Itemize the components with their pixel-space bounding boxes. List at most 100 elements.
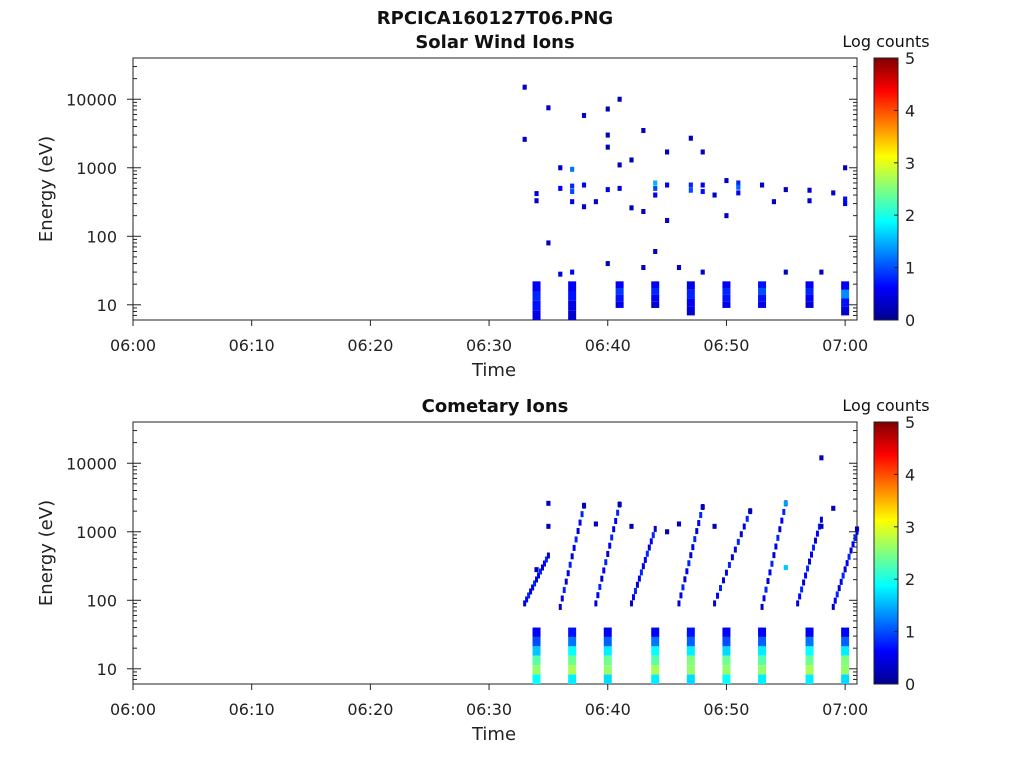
data-cell — [617, 96, 622, 102]
dispersion-cell — [651, 532, 655, 539]
dispersion-cell — [641, 563, 645, 570]
data-cell — [581, 503, 587, 509]
x-tick-label: 06:50 — [703, 336, 749, 355]
dispersion-cell — [560, 595, 564, 602]
burst-cell — [686, 636, 695, 647]
burst-cell — [758, 665, 767, 675]
dispersion-cell — [691, 544, 695, 551]
colorbar-tick-label: 5 — [905, 49, 915, 68]
data-cell — [688, 182, 693, 188]
x-tick-label: 06:10 — [229, 336, 275, 355]
data-cell — [700, 182, 705, 188]
burst-cell — [686, 627, 695, 637]
x-tick-label: 06:40 — [585, 700, 631, 719]
dispersion-cell — [697, 520, 701, 527]
x-tick-label: 06:40 — [585, 336, 631, 355]
dispersion-cell — [745, 515, 749, 522]
dispersion-cell — [837, 585, 841, 592]
y-tick-label: 10000 — [66, 90, 117, 109]
burst-cell — [568, 674, 577, 684]
dispersion-cell — [774, 543, 778, 550]
dispersion-cell — [538, 568, 542, 575]
burst-cell — [615, 281, 624, 288]
burst-cell — [805, 665, 814, 675]
burst-cell — [722, 636, 731, 647]
data-cell — [558, 185, 563, 191]
dispersion-cell — [845, 560, 849, 567]
burst-cell — [841, 674, 850, 684]
burst-cell — [722, 674, 731, 684]
dispersion-cell — [766, 578, 770, 585]
data-cell — [558, 271, 563, 277]
data-cell — [676, 521, 682, 527]
burst-cell — [805, 627, 814, 637]
x-tick-label: 06:30 — [466, 700, 512, 719]
x-tick-label: 06:50 — [703, 700, 749, 719]
dispersion-cell — [813, 537, 817, 544]
dispersion-cell — [772, 552, 776, 559]
data-cell — [759, 182, 765, 188]
burst-cell — [686, 665, 695, 675]
data-cell — [700, 189, 705, 195]
data-cell — [700, 504, 705, 510]
burst-cell — [722, 287, 731, 295]
dispersion-cell — [695, 528, 699, 535]
burst-cell — [651, 281, 660, 288]
x-axis-label: Time — [471, 360, 516, 381]
dispersion-cell — [568, 561, 572, 568]
dispersion-cell — [719, 585, 723, 592]
burst-cell — [568, 310, 577, 320]
burst-cell — [532, 646, 541, 656]
burst-cell — [805, 646, 814, 656]
data-cell — [653, 192, 658, 198]
burst-cell — [841, 665, 850, 675]
y-tick-label: 10 — [97, 660, 117, 679]
data-cell — [783, 565, 788, 571]
data-cell — [783, 187, 788, 193]
burst-cell — [722, 665, 731, 675]
dispersion-cell — [525, 596, 529, 603]
data-cell — [593, 199, 598, 205]
data-cell — [736, 180, 741, 186]
x-tick-label: 06:30 — [466, 336, 512, 355]
dispersion-cell — [631, 594, 635, 601]
burst-cell — [603, 674, 612, 684]
x-tick-label: 06:20 — [347, 336, 393, 355]
dispersion-cell — [578, 519, 582, 526]
burst-cell — [532, 674, 541, 684]
burst-cell — [532, 310, 541, 320]
dispersion-cell — [841, 572, 845, 579]
burst-cell — [841, 636, 850, 647]
burst-cell — [651, 665, 660, 675]
y-tick-label: 10000 — [66, 454, 117, 473]
dispersion-cell — [724, 569, 728, 576]
dispersion-cell — [639, 569, 643, 576]
data-cell — [676, 265, 682, 271]
dispersion-cell — [527, 592, 531, 599]
burst-cell — [758, 281, 767, 288]
burst-cell — [603, 636, 612, 647]
burst-cell — [722, 301, 731, 308]
dispersion-cell — [683, 576, 687, 583]
colorbar — [873, 421, 899, 685]
burst-cell — [603, 646, 612, 656]
burst-cell — [841, 306, 850, 316]
dispersion-cell — [610, 534, 614, 541]
data-cell — [617, 502, 622, 508]
dispersion-cell — [604, 559, 608, 566]
data-cell — [831, 505, 836, 511]
colorbar-title: Log counts — [842, 32, 929, 51]
burst-cell — [758, 627, 767, 637]
data-cell — [712, 192, 717, 198]
x-tick-label: 07:00 — [822, 700, 868, 719]
y-tick-label: 1000 — [76, 159, 117, 178]
burst-cell — [615, 301, 624, 308]
burst-cell — [603, 665, 612, 675]
dispersion-cell — [616, 509, 620, 516]
colorbar — [873, 57, 899, 321]
dispersion-cell — [647, 544, 651, 551]
burst-cell — [758, 655, 767, 666]
dispersion-cell — [529, 588, 533, 595]
dispersion-cell — [546, 552, 550, 559]
data-cell — [570, 183, 575, 189]
